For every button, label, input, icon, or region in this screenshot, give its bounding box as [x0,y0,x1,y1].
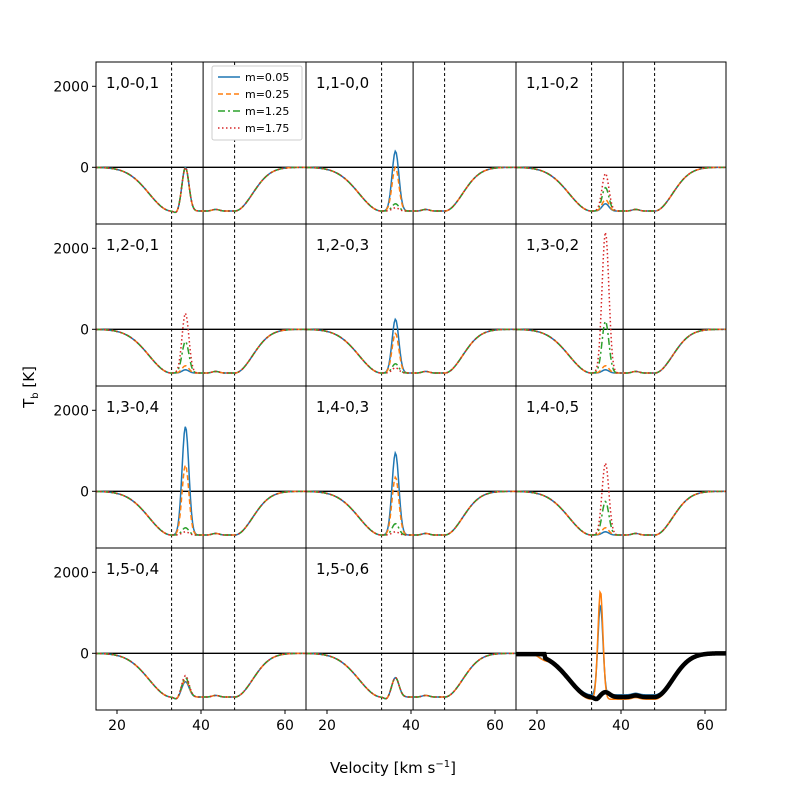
panel: 1,5-0,6 20 40 60 [305,547,517,734]
panel-plot-area [516,386,726,548]
series-line [306,166,516,212]
series-line [306,475,516,536]
panel: 20 40 60 [515,547,727,734]
panel-label: 1,0-0,1 [106,74,159,92]
x-axis-label: Velocity [km s−1] [330,759,456,777]
panel-label: 1,4-0,5 [526,398,579,416]
panel-frame [515,547,727,711]
panel-label: 1,3-0,2 [526,236,579,254]
y-tick-label: 0 [80,322,89,338]
panel: 1,0-0,1 0 2000 [53,61,307,225]
panel-plot-area [306,62,516,224]
series-line [96,490,306,536]
series-line [516,460,726,536]
series-line [96,165,306,214]
series-line [516,232,726,374]
panel: 1,5-0,4 0 2000 20 40 60 [53,547,307,734]
panel-label: 1,5-0,6 [316,560,369,578]
series-line [306,652,516,700]
x-tick-label: 40 [402,718,420,734]
panel-plot-area [96,386,306,548]
legend: m=0.05 m=0.25 m=1.25 m=1.75 [211,65,303,141]
x-tick-label: 20 [528,718,546,734]
series-line [306,317,516,374]
legend-label: m=0.25 [245,88,289,101]
series-line [306,149,516,212]
panel-plot-area [96,62,306,224]
legend-box [211,65,303,141]
series-line [516,603,726,696]
series-line [96,311,306,374]
panel-plot-area [96,548,306,710]
y-tick-label: 2000 [53,403,89,419]
y-axis-label: Tb [K] [20,366,41,409]
series-line [516,589,726,700]
x-tick-label: 20 [318,718,336,734]
panel: 1,4-0,3 [305,385,517,549]
panel-plot-area [96,224,306,386]
series-line [516,166,726,212]
series-line [306,328,516,374]
y-tick-label: 0 [80,160,89,176]
x-tick-label: 60 [696,718,714,734]
legend-label: m=0.05 [245,71,289,84]
x-tick-label: 60 [486,718,504,734]
panel-plot-area [516,224,726,386]
panel-plot-area [516,548,726,710]
y-tick-label: 0 [80,484,89,500]
legend-label: m=1.75 [245,122,289,135]
panel-label: 1,5-0,4 [106,560,159,578]
y-tick-label: 2000 [53,565,89,581]
x-tick-label: 40 [192,718,210,734]
y-tick-label: 2000 [53,79,89,95]
panel-label: 1,1-0,2 [526,74,579,92]
observed-line [516,651,726,702]
panel: 1,4-0,5 [515,385,727,549]
series-line [96,426,306,536]
panel: 1,2-0,3 [305,223,517,387]
panel-label: 1,2-0,3 [316,236,369,254]
panel-plot-area [306,224,516,386]
series-line [96,463,306,536]
x-tick-label: 40 [612,718,630,734]
panel-plot-area [516,62,726,224]
panel: 1,2-0,1 0 2000 [53,223,307,387]
panel-label: 1,1-0,0 [316,74,369,92]
series-line [306,490,516,536]
legend-label: m=1.25 [245,105,289,118]
x-tick-label: 20 [108,718,126,734]
x-tick-label: 60 [276,718,294,734]
series-line [306,450,516,536]
panel-label: 1,3-0,4 [106,398,159,416]
panel-plot-area [306,386,516,548]
y-tick-label: 0 [80,646,89,662]
panel: 1,1-0,2 [515,61,727,225]
panel: 1,1-0,0 [305,61,517,225]
panel-label: 1,2-0,1 [106,236,159,254]
series-line [96,652,306,700]
panel-plot-area [306,548,516,710]
y-tick-label: 2000 [53,241,89,257]
panel: 1,3-0,2 [515,223,727,387]
panel-label: 1,4-0,3 [316,398,369,416]
panel: 1,3-0,4 0 2000 [53,385,307,549]
